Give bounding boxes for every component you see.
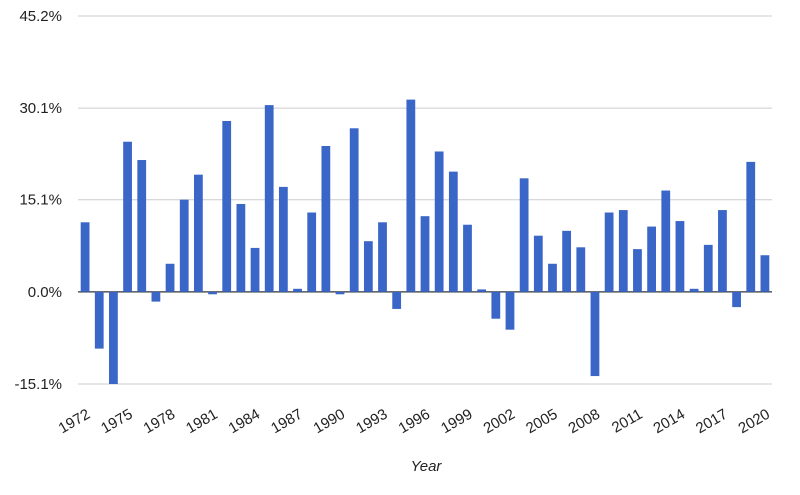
- bar-1996: [420, 216, 430, 292]
- x-tick-label: 1987: [268, 406, 305, 437]
- bar-2006: [562, 230, 572, 292]
- bar-1974: [109, 291, 118, 384]
- bar-2008: [590, 291, 600, 377]
- bar-1984: [250, 247, 260, 292]
- x-tick-label: 1993: [353, 406, 390, 437]
- bar-1988: [307, 212, 317, 292]
- bar-2016: [703, 244, 713, 292]
- bar-2012: [647, 226, 656, 292]
- bar-1979: [179, 199, 189, 292]
- bar-2004: [533, 235, 543, 292]
- x-tick-label: 2014: [651, 406, 688, 437]
- bar-2014: [675, 221, 685, 292]
- bar-1981: [208, 291, 217, 295]
- bar-2007: [576, 247, 586, 292]
- bar-2003: [519, 178, 529, 292]
- x-axis-ticks: 1972 1975 1978 1981 1984 1987 1990 1993 1996 1999…: [56, 406, 773, 437]
- bar-2001: [491, 291, 501, 319]
- bar-2019: [746, 161, 756, 292]
- bars: [80, 99, 770, 384]
- bar-2000: [477, 289, 487, 292]
- y-tick-label: -15.1%: [14, 376, 62, 393]
- bar-1993: [378, 222, 387, 292]
- x-tick-label: 1996: [396, 406, 433, 437]
- y-axis-ticks: -15.1% 0.0% 15.1% 30.1% 45.2%: [14, 8, 62, 393]
- bar-1999: [463, 224, 472, 292]
- x-tick-label: 1978: [141, 406, 178, 437]
- x-tick-label: 1984: [226, 406, 263, 437]
- y-tick-label: 45.2%: [19, 8, 62, 25]
- bar-1973: [94, 291, 104, 349]
- bar-1990: [335, 291, 345, 295]
- bar-2005: [548, 263, 557, 292]
- bar-1983: [236, 203, 246, 292]
- bar-2011: [633, 249, 642, 292]
- bar-1976: [137, 160, 147, 292]
- x-tick-label: 2002: [481, 406, 518, 437]
- bar-2002: [505, 291, 515, 330]
- y-tick-label: 0.0%: [28, 284, 62, 301]
- x-tick-label: 1981: [183, 406, 220, 437]
- x-tick-label: 1999: [438, 406, 475, 437]
- bar-2010: [618, 210, 628, 292]
- x-tick-label: 1990: [311, 406, 348, 437]
- bar-1987: [293, 288, 302, 292]
- x-tick-label: 1972: [56, 406, 93, 437]
- bar-1989: [321, 145, 331, 292]
- bar-1998: [448, 171, 458, 292]
- bar-2015: [689, 288, 699, 292]
- x-tick-label: 2020: [736, 406, 773, 437]
- y-tick-label: 30.1%: [19, 100, 62, 117]
- x-axis-title: Year: [411, 458, 443, 475]
- bar-2013: [661, 190, 671, 292]
- bar-1982: [222, 120, 232, 292]
- bar-1972: [80, 222, 90, 292]
- bar-1992: [363, 241, 373, 292]
- bar-1995: [406, 99, 416, 292]
- bar-1991: [349, 128, 359, 292]
- bar-1975: [123, 141, 132, 292]
- bar-2009: [604, 212, 614, 292]
- x-tick-label: 2017: [693, 406, 730, 437]
- bar-1978: [165, 263, 175, 292]
- bar-2017: [718, 210, 727, 292]
- x-tick-label: 2011: [609, 406, 645, 437]
- bar-1985: [264, 105, 274, 292]
- bar-1994: [392, 291, 402, 309]
- bar-1997: [434, 151, 444, 292]
- bar-2020: [760, 255, 770, 292]
- x-tick-label: 2008: [566, 406, 603, 437]
- bar-1986: [278, 186, 288, 292]
- x-tick-label: 1975: [98, 406, 135, 437]
- bar-2018: [732, 291, 741, 308]
- gridlines: [78, 15, 772, 385]
- y-tick-label: 15.1%: [19, 192, 62, 209]
- bar-1977: [151, 291, 161, 302]
- bar-1980: [194, 174, 203, 292]
- x-tick-label: 2005: [523, 406, 560, 437]
